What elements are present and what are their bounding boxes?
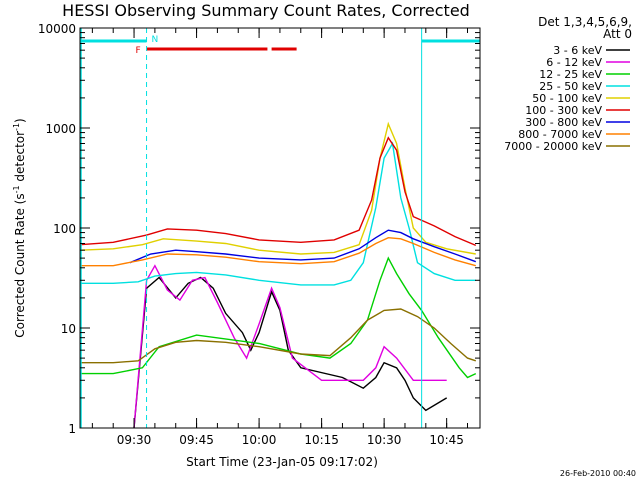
legend-label-1: 6 - 12 keV bbox=[546, 56, 602, 69]
x-tick-label-1: 09:45 bbox=[179, 433, 214, 447]
series-line-1 bbox=[133, 264, 447, 429]
legend-label-7: 800 - 7000 keV bbox=[518, 128, 602, 141]
legend-label-4: 50 - 100 keV bbox=[532, 92, 602, 105]
legend-label-2: 12 - 25 keV bbox=[539, 68, 602, 81]
legend-label-0: 3 - 6 keV bbox=[553, 44, 602, 57]
series-line-8 bbox=[79, 308, 477, 364]
series-line-0 bbox=[133, 276, 448, 429]
x-tick-label-2: 10:00 bbox=[242, 433, 277, 447]
legend-header-line1: Det 1,3,4,5,6,9, bbox=[538, 15, 632, 29]
y-tick-label-3: 1000 bbox=[45, 122, 76, 136]
y-tick-label-4: 10000 bbox=[38, 22, 76, 36]
series-line-4 bbox=[79, 121, 476, 255]
y-tick-label-0: 1 bbox=[68, 422, 76, 436]
night-flag-label: N bbox=[152, 35, 159, 45]
y-tick-label-2: 100 bbox=[53, 222, 76, 236]
legend-label-6: 300 - 800 keV bbox=[525, 116, 602, 129]
series-line-3 bbox=[79, 141, 476, 286]
y-axis-label: Corrected Count Rate (s-1 detector-1) bbox=[12, 118, 27, 337]
chart-title: HESSI Observing Summary Count Rates, Cor… bbox=[62, 1, 470, 20]
series-layer bbox=[79, 121, 477, 429]
x-tick-label-5: 10:45 bbox=[429, 433, 464, 447]
x-axis-label: Start Time (23-Jan-05 09:17:02) bbox=[186, 455, 378, 469]
legend-header-line2: Att 0 bbox=[603, 27, 632, 41]
y-tick-label-1: 10 bbox=[61, 322, 76, 336]
series-line-6 bbox=[129, 229, 477, 264]
series-line-7 bbox=[79, 236, 476, 267]
tick-layer: 09:30 09:45 10:00 10:15 10:30 10:45 1 10 100 1000… bbox=[38, 22, 480, 447]
legend-label-5: 100 - 300 keV bbox=[525, 104, 602, 117]
x-tick-label-0: 09:30 bbox=[117, 433, 152, 447]
timestamp: 26-Feb-2010 00:40 bbox=[560, 469, 636, 478]
legend-label-3: 25 - 50 keV bbox=[539, 80, 602, 93]
series-line-5 bbox=[79, 136, 477, 247]
x-tick-label-4: 10:30 bbox=[367, 433, 402, 447]
x-tick-label-3: 10:15 bbox=[304, 433, 339, 447]
flare-flag-label: F bbox=[136, 46, 141, 56]
legend-label-8: 7000 - 20000 keV bbox=[504, 140, 602, 153]
